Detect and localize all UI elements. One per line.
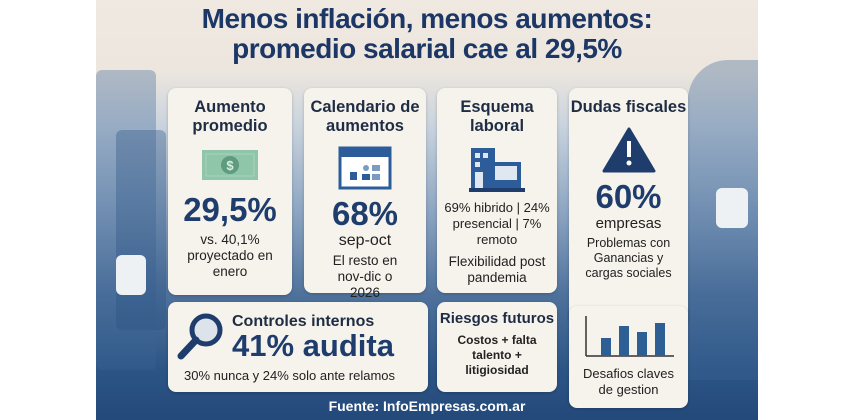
card-value: 68% — [331, 195, 399, 232]
source-footer: Fuente: InfoEmpresas.com.ar — [328, 398, 526, 414]
magnifier-icon — [177, 313, 223, 360]
page-title: Menos inflación, menos aumentos: promedi… — [96, 4, 758, 64]
bg-building — [96, 70, 156, 370]
bar-chart-icon — [584, 316, 674, 357]
card-subtitle: empresas — [595, 215, 662, 232]
svg-text:$: $ — [226, 158, 234, 173]
card-text: Problemas con Ganancias y cargas sociale… — [585, 236, 672, 280]
card-heading: Controles internos — [232, 313, 375, 330]
calendar-icon — [338, 146, 392, 190]
card-aumento-promedio: Aumento promedio $ 29,5% vs. 40,1% proye… — [168, 88, 292, 295]
card-desafios: Desafios claves de gestion — [569, 306, 688, 408]
card-text: 30% nunca y 24% solo ante relamos — [184, 368, 396, 383]
card-value: 41% audita — [232, 328, 394, 363]
infographic: Menos inflación, menos aumentos: promedi… — [96, 0, 758, 420]
card-text: Desafios claves de gestion — [582, 366, 675, 397]
card-heading: Aumento promedio — [192, 98, 268, 135]
warning-icon — [602, 127, 655, 173]
card-text: vs. 40,1% proyectado en enero — [187, 232, 273, 279]
card-heading: Calendario de aumentos — [310, 98, 420, 135]
card-heading: Riesgos futuros — [439, 310, 555, 327]
card-dudas-fiscales: Dudas fiscales 60% empresas Problemas co… — [569, 88, 688, 325]
card-text: El resto en nov-dic o 2026 — [332, 253, 398, 300]
card-controles-internos: Controles internos 41% audita 30% nunca … — [168, 302, 428, 392]
money-bill-icon: $ — [202, 150, 258, 180]
office-building-icon — [469, 148, 525, 192]
card-value: 29,5% — [183, 191, 277, 228]
card-subtitle: sep-oct — [338, 232, 392, 249]
card-text: Flexibilidad post pandemia — [448, 254, 546, 285]
title-line-1: Menos inflación, menos aumentos: — [201, 3, 653, 34]
bg-document — [116, 255, 146, 295]
card-riesgos-futuros: Riesgos futuros Costos + falta talento +… — [437, 302, 557, 392]
card-heading: Esquema laboral — [460, 98, 534, 135]
card-value: 60% — [595, 178, 662, 215]
card-esquema-laboral: Esquema laboral 69% hibrido | 24% presen… — [437, 88, 557, 293]
bg-document — [716, 188, 748, 228]
title-line-2: promedio salarial cae al 29,5% — [232, 33, 622, 64]
card-text: Costos + falta talento + litigiosidad — [457, 333, 537, 377]
card-calendario: Calendario de aumentos 68% sep-oct El re… — [304, 88, 426, 300]
bg-building — [116, 130, 166, 330]
card-value: 69% hibrido | 24% presencial | 7% remoto — [444, 200, 550, 247]
card-heading: Dudas fiscales — [570, 98, 687, 116]
